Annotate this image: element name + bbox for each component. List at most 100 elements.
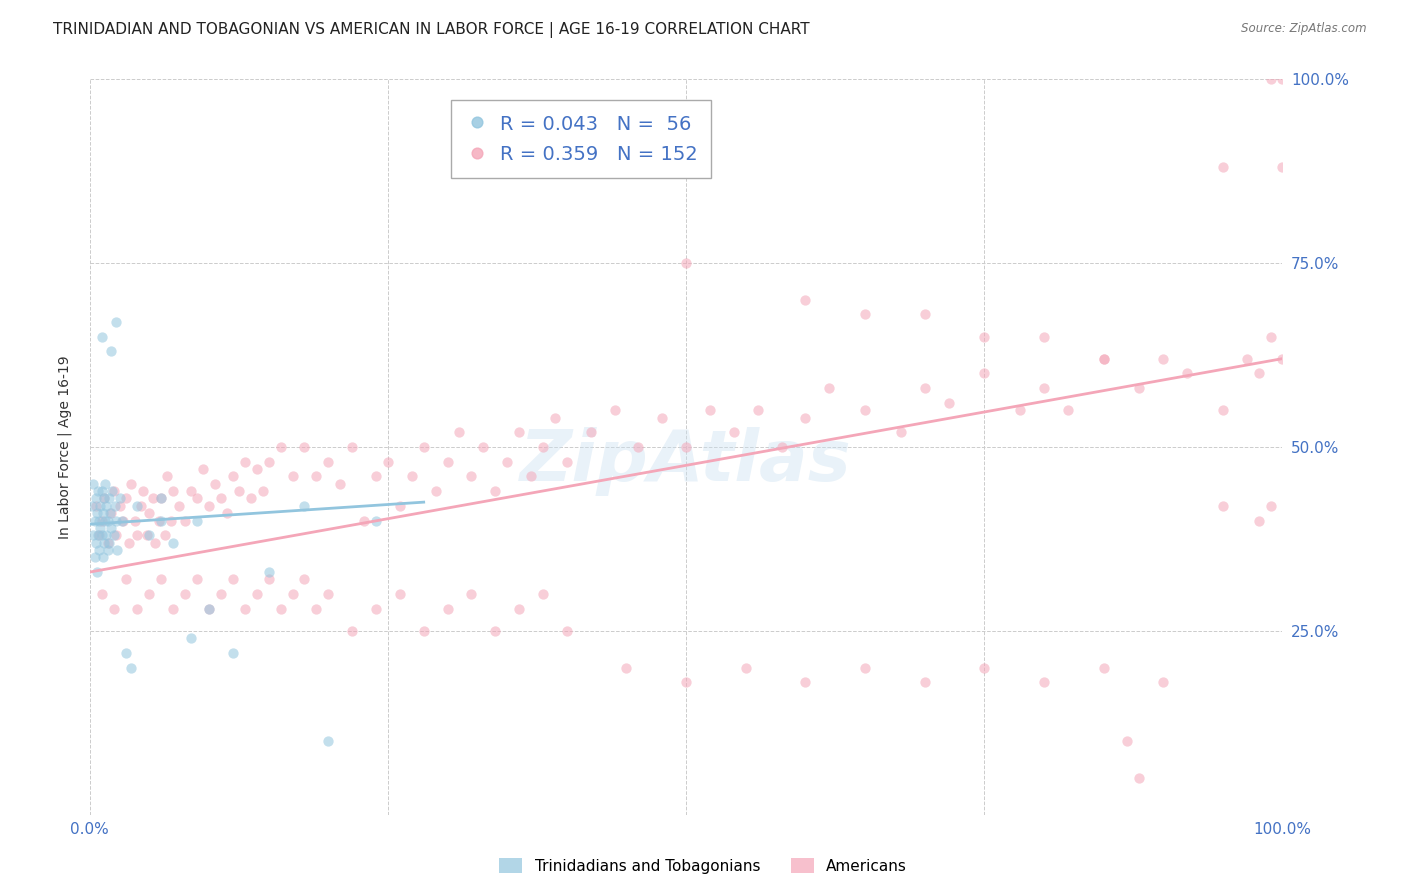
Point — [180, 632, 202, 646]
Point — [257, 573, 280, 587]
Point — [233, 602, 256, 616]
Point — [94, 476, 117, 491]
Point — [294, 499, 316, 513]
Point — [1032, 675, 1054, 690]
Point — [104, 499, 127, 513]
Point — [114, 646, 136, 660]
Legend: R = 0.043   N =  56, R = 0.359   N = 152: R = 0.043 N = 56, R = 0.359 N = 152 — [451, 100, 711, 178]
Point — [270, 440, 292, 454]
Legend: Trinidadians and Tobagonians, Americans: Trinidadians and Tobagonians, Americans — [494, 852, 912, 880]
Point — [1092, 351, 1115, 366]
Point — [484, 484, 506, 499]
Point — [138, 587, 160, 601]
Point — [460, 469, 482, 483]
Point — [174, 514, 197, 528]
Point — [87, 484, 110, 499]
Point — [100, 521, 122, 535]
Point — [215, 506, 238, 520]
Point — [734, 661, 756, 675]
Point — [82, 476, 104, 491]
Point — [93, 535, 115, 549]
Point — [436, 602, 458, 616]
Point — [436, 455, 458, 469]
Point — [89, 543, 111, 558]
Point — [97, 543, 120, 558]
Point — [198, 499, 221, 513]
Point — [180, 484, 202, 499]
Point — [121, 476, 143, 491]
Point — [412, 624, 434, 638]
Point — [114, 573, 136, 587]
Point — [222, 646, 245, 660]
Point — [1212, 403, 1234, 417]
Point — [84, 491, 107, 506]
Point — [89, 521, 111, 535]
Point — [103, 528, 125, 542]
Point — [209, 587, 232, 601]
Point — [938, 396, 960, 410]
Point — [104, 315, 127, 329]
Point — [100, 506, 122, 520]
Point — [1212, 499, 1234, 513]
Point — [118, 535, 141, 549]
Point — [364, 514, 387, 528]
Point — [1152, 675, 1174, 690]
Point — [98, 506, 121, 520]
Point — [1092, 351, 1115, 366]
Point — [316, 455, 339, 469]
Point — [1236, 351, 1258, 366]
Point — [143, 535, 166, 549]
Point — [108, 491, 131, 506]
Point — [83, 514, 105, 528]
Point — [252, 484, 274, 499]
Point — [124, 514, 146, 528]
Point — [1212, 161, 1234, 175]
Text: Source: ZipAtlas.com: Source: ZipAtlas.com — [1241, 22, 1367, 36]
Point — [914, 381, 936, 395]
Point — [305, 469, 328, 483]
Point — [316, 587, 339, 601]
Point — [305, 602, 328, 616]
Point — [246, 587, 269, 601]
Point — [160, 514, 183, 528]
Point — [281, 587, 304, 601]
Point — [129, 499, 152, 513]
Point — [508, 602, 530, 616]
Point — [1152, 351, 1174, 366]
Point — [1032, 329, 1054, 343]
Point — [162, 535, 184, 549]
Point — [90, 587, 112, 601]
Point — [1260, 499, 1282, 513]
Point — [675, 440, 697, 454]
Point — [340, 624, 363, 638]
Point — [138, 528, 160, 542]
Point — [1247, 367, 1270, 381]
Point — [222, 573, 245, 587]
Point — [222, 469, 245, 483]
Point — [675, 675, 697, 690]
Point — [1032, 381, 1054, 395]
Point — [87, 528, 110, 542]
Point — [97, 491, 120, 506]
Point — [1010, 403, 1032, 417]
Point — [388, 587, 411, 601]
Point — [616, 661, 638, 675]
Point — [472, 440, 495, 454]
Point — [91, 550, 114, 565]
Point — [104, 514, 127, 528]
Point — [890, 425, 912, 440]
Point — [973, 661, 995, 675]
Point — [412, 440, 434, 454]
Point — [294, 573, 316, 587]
Point — [853, 403, 876, 417]
Point — [198, 602, 221, 616]
Point — [90, 484, 112, 499]
Point — [794, 293, 817, 307]
Point — [86, 506, 108, 520]
Point — [239, 491, 262, 506]
Point — [96, 528, 118, 542]
Point — [112, 514, 135, 528]
Point — [1128, 771, 1150, 785]
Point — [484, 624, 506, 638]
Point — [675, 256, 697, 270]
